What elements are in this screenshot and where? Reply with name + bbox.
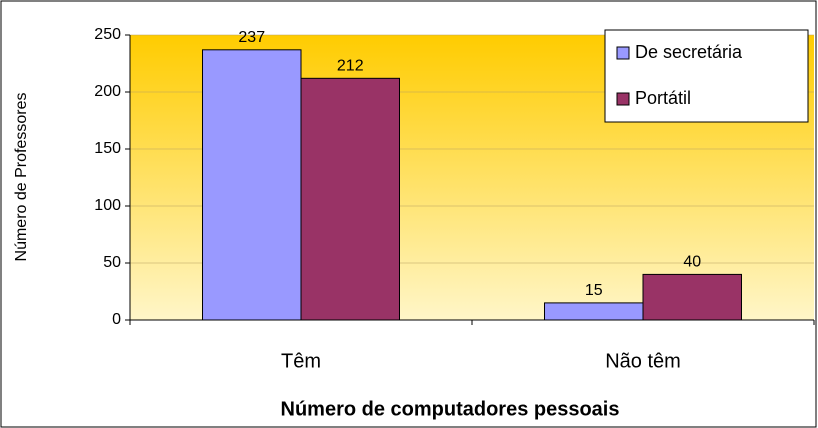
y-axis-label: Número de Professores — [13, 93, 30, 262]
x-tick-label: Têm — [281, 350, 321, 372]
y-tick-label: 100 — [94, 197, 121, 214]
data-label: 40 — [683, 254, 701, 271]
legend-label: De secretária — [635, 42, 743, 62]
data-label: 212 — [337, 58, 364, 75]
y-tick-label: 250 — [94, 26, 121, 43]
data-label: 15 — [585, 282, 603, 299]
y-tick-label: 0 — [112, 311, 121, 328]
x-tick-label: Não têm — [605, 350, 681, 372]
y-tick-label: 150 — [94, 140, 121, 157]
y-tick-label: 200 — [94, 83, 121, 100]
bar — [544, 302, 644, 321]
bar — [202, 49, 302, 321]
legend-swatch — [616, 92, 630, 106]
data-label: 237 — [238, 29, 265, 46]
legend-swatch — [616, 46, 630, 60]
bar — [300, 77, 400, 321]
legend-label: Portátil — [635, 88, 691, 108]
y-tick-label: 50 — [103, 254, 121, 271]
x-axis-label: Número de computadores pessoais — [281, 398, 620, 420]
bar — [642, 273, 742, 321]
legend-box — [604, 29, 809, 123]
